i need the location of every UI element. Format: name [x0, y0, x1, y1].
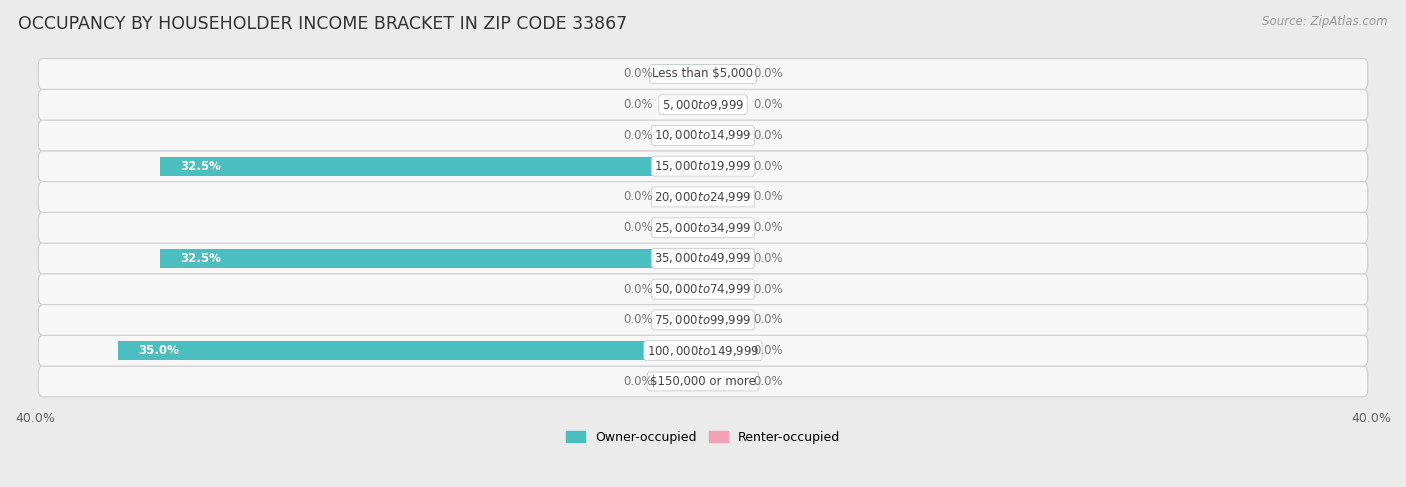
FancyBboxPatch shape [38, 243, 1368, 274]
FancyBboxPatch shape [38, 274, 1368, 304]
Text: $20,000 to $24,999: $20,000 to $24,999 [654, 190, 752, 204]
Bar [703, 249, 745, 268]
FancyBboxPatch shape [38, 304, 1368, 335]
Text: Source: ZipAtlas.com: Source: ZipAtlas.com [1263, 15, 1388, 28]
Text: $150,000 or more: $150,000 or more [650, 375, 756, 388]
Text: $25,000 to $34,999: $25,000 to $34,999 [654, 221, 752, 235]
Text: 0.0%: 0.0% [754, 190, 783, 204]
Bar [661, 126, 703, 145]
Text: 0.0%: 0.0% [754, 375, 783, 388]
Text: 0.0%: 0.0% [623, 67, 652, 80]
FancyBboxPatch shape [38, 182, 1368, 212]
Text: $50,000 to $74,999: $50,000 to $74,999 [654, 282, 752, 296]
Text: 0.0%: 0.0% [754, 252, 783, 265]
FancyBboxPatch shape [38, 120, 1368, 151]
Bar [703, 310, 745, 329]
FancyBboxPatch shape [38, 58, 1368, 89]
Text: $5,000 to $9,999: $5,000 to $9,999 [662, 98, 744, 112]
Bar [703, 372, 745, 391]
Text: 0.0%: 0.0% [754, 344, 783, 357]
Bar [661, 218, 703, 237]
Text: 0.0%: 0.0% [754, 314, 783, 326]
FancyBboxPatch shape [38, 366, 1368, 397]
Bar [703, 126, 745, 145]
Bar [703, 218, 745, 237]
Text: 0.0%: 0.0% [623, 221, 652, 234]
FancyBboxPatch shape [38, 212, 1368, 243]
Bar [661, 310, 703, 329]
Text: 0.0%: 0.0% [623, 190, 652, 204]
Text: 0.0%: 0.0% [754, 98, 783, 111]
Bar [703, 157, 745, 176]
Text: $35,000 to $49,999: $35,000 to $49,999 [654, 251, 752, 265]
Bar [703, 280, 745, 299]
Text: $10,000 to $14,999: $10,000 to $14,999 [654, 129, 752, 142]
Text: 0.0%: 0.0% [754, 221, 783, 234]
Text: OCCUPANCY BY HOUSEHOLDER INCOME BRACKET IN ZIP CODE 33867: OCCUPANCY BY HOUSEHOLDER INCOME BRACKET … [18, 15, 627, 33]
FancyBboxPatch shape [38, 335, 1368, 366]
Text: 35.0%: 35.0% [138, 344, 180, 357]
Text: 32.5%: 32.5% [180, 252, 221, 265]
Bar [661, 64, 703, 83]
Text: $75,000 to $99,999: $75,000 to $99,999 [654, 313, 752, 327]
Bar [661, 372, 703, 391]
Text: 32.5%: 32.5% [180, 160, 221, 173]
FancyBboxPatch shape [38, 151, 1368, 182]
Text: 0.0%: 0.0% [623, 314, 652, 326]
Text: 0.0%: 0.0% [754, 129, 783, 142]
Text: 0.0%: 0.0% [623, 282, 652, 296]
Text: 0.0%: 0.0% [623, 375, 652, 388]
Bar [661, 280, 703, 299]
Bar [703, 341, 745, 360]
Text: 0.0%: 0.0% [754, 282, 783, 296]
Text: $15,000 to $19,999: $15,000 to $19,999 [654, 159, 752, 173]
Text: $100,000 to $149,999: $100,000 to $149,999 [647, 344, 759, 357]
Bar [703, 187, 745, 206]
FancyBboxPatch shape [38, 89, 1368, 120]
Legend: Owner-occupied, Renter-occupied: Owner-occupied, Renter-occupied [567, 431, 839, 444]
Bar [703, 64, 745, 83]
Bar [703, 95, 745, 114]
Bar [160, 157, 703, 176]
Text: Less than $5,000: Less than $5,000 [652, 67, 754, 80]
Bar [661, 95, 703, 114]
Text: 0.0%: 0.0% [623, 98, 652, 111]
Bar [160, 249, 703, 268]
Text: 0.0%: 0.0% [754, 160, 783, 173]
Text: 0.0%: 0.0% [623, 129, 652, 142]
Text: 0.0%: 0.0% [754, 67, 783, 80]
Bar [661, 187, 703, 206]
Bar [118, 341, 703, 360]
